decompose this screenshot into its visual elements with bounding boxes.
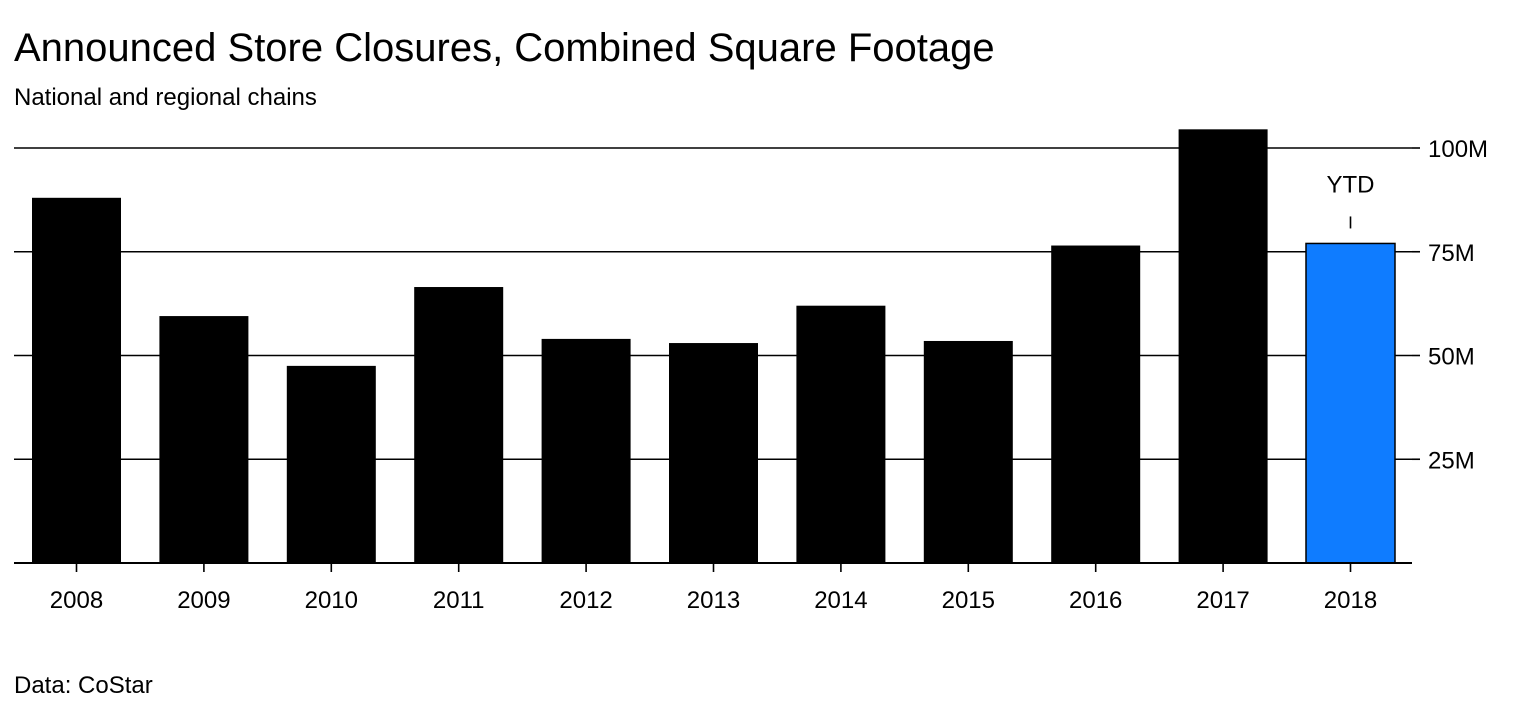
- chart-title: Announced Store Closures, Combined Squar…: [14, 26, 995, 70]
- bar-2018: [1305, 242, 1396, 564]
- x-tick-label-2008: 2008: [50, 587, 103, 614]
- x-tick-label-2011: 2011: [433, 587, 485, 614]
- x-tick-label-2017: 2017: [1196, 587, 1249, 614]
- y-tick-label-50: 50M: [1428, 344, 1475, 371]
- y-tick-label-100: 100M: [1428, 136, 1488, 163]
- x-tick-label-2014: 2014: [814, 587, 867, 614]
- bars: [32, 129, 1396, 564]
- annotations: YTD: [1327, 171, 1375, 229]
- bar-2012: [541, 338, 631, 563]
- bar-2016: [1051, 245, 1141, 563]
- bar-2008: [32, 197, 121, 564]
- x-tick-label-2016: 2016: [1069, 587, 1122, 614]
- y-tick-label-25: 25M: [1428, 447, 1475, 474]
- y-axis: 25M 50M 75M 100M: [1412, 136, 1488, 474]
- bar-2009: [159, 316, 249, 563]
- bar-2014: [796, 305, 886, 563]
- x-axis: 2008 2009 2010 2011 2012 2013 2014 2015 2016 2017…: [14, 562, 1412, 614]
- bar-2010: [286, 365, 376, 563]
- bar-2011: [414, 287, 504, 563]
- chart-subtitle: National and regional chains: [14, 84, 317, 111]
- x-tick-label-2013: 2013: [687, 587, 740, 614]
- x-tick-label-2015: 2015: [942, 587, 995, 614]
- x-tick-label-2010: 2010: [305, 587, 358, 614]
- x-tick-label-2012: 2012: [559, 587, 612, 614]
- y-tick-label-75: 75M: [1428, 240, 1475, 267]
- source-note: Data: CoStar: [14, 672, 153, 699]
- bar-2013: [669, 343, 758, 563]
- x-tick-label-2009: 2009: [177, 587, 230, 614]
- x-tick-label-2018: 2018: [1324, 587, 1377, 614]
- annotation-ytd-label: YTD: [1327, 171, 1375, 198]
- bar-2017: [1178, 129, 1268, 563]
- bar-2015: [923, 340, 1013, 563]
